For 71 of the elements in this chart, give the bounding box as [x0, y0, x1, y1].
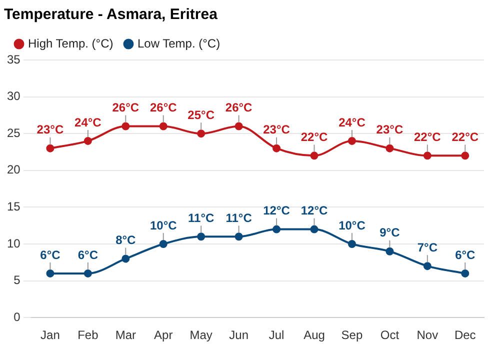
- y-tick-label: 20: [6, 162, 21, 177]
- point: [122, 254, 130, 263]
- point: [197, 232, 206, 241]
- y-tick-label: 10: [6, 236, 21, 250]
- data-label: 26°C: [225, 100, 253, 115]
- x-tick-label: Jun: [229, 328, 248, 342]
- data-label: 23°C: [263, 122, 290, 137]
- legend-label: Low Temp. (°C): [137, 36, 220, 50]
- point: [272, 225, 281, 234]
- point: [46, 269, 54, 278]
- x-tick-label: Dec: [454, 328, 476, 342]
- x-tick-label: Apr: [154, 328, 173, 342]
- legend-label: High Temp. (°C): [28, 36, 114, 50]
- data-label: 22°C: [452, 130, 479, 144]
- data-label: 12°C: [263, 204, 290, 218]
- y-tick-label: 5: [14, 273, 21, 288]
- data-label: 11°C: [188, 210, 214, 225]
- x-tick-label: Oct: [380, 328, 400, 342]
- x-tick-label: Feb: [78, 328, 99, 342]
- data-label: 6°C: [455, 248, 476, 262]
- data-label: 9°C: [380, 226, 400, 240]
- data-label: 10°C: [338, 218, 366, 232]
- x-tick-label: Nov: [416, 328, 438, 342]
- point: [159, 122, 168, 130]
- point: [423, 152, 432, 160]
- data-label: 8°C: [116, 233, 136, 248]
- x-tick-label: Mar: [115, 328, 136, 342]
- point: [234, 232, 243, 241]
- x-tick-label: Aug: [304, 328, 325, 342]
- data-label: 25°C: [188, 108, 215, 122]
- y-tick-label: 0: [14, 310, 21, 324]
- data-label: 12°C: [300, 204, 328, 218]
- point: [461, 152, 470, 160]
- point: [348, 136, 356, 145]
- data-label: 10°C: [150, 218, 178, 232]
- x-tick-label: Jul: [268, 328, 284, 342]
- point: [348, 240, 356, 248]
- data-label: 6°C: [40, 248, 61, 262]
- x-tick-label: Sep: [341, 328, 363, 342]
- data-label: 22°C: [414, 130, 442, 144]
- chart-title: Temperature - Asmara, Eritrea: [4, 6, 218, 24]
- point: [310, 225, 318, 234]
- data-label: 6°C: [78, 248, 98, 262]
- data-label: 11°C: [226, 210, 252, 225]
- data-label: 23°C: [36, 122, 64, 137]
- point: [386, 247, 394, 256]
- point: [84, 136, 92, 145]
- point: [46, 144, 54, 152]
- x-tick-label: May: [190, 328, 212, 342]
- point: [386, 144, 394, 152]
- y-tick-label: 25: [6, 126, 21, 140]
- point: [197, 130, 206, 138]
- point: [423, 262, 432, 270]
- data-label: 26°C: [112, 100, 140, 115]
- point: [310, 152, 318, 160]
- data-label: 7°C: [417, 240, 438, 254]
- x-tick-label: Jan: [40, 328, 60, 342]
- data-label: 26°C: [150, 100, 178, 115]
- point: [159, 240, 168, 248]
- point: [234, 122, 243, 130]
- data-label: 22°C: [300, 130, 328, 144]
- point: [84, 269, 92, 278]
- y-tick-label: 30: [6, 89, 21, 104]
- y-tick-label: 15: [6, 200, 21, 214]
- data-label: 24°C: [338, 115, 366, 130]
- data-label: 24°C: [74, 115, 102, 130]
- y-tick-label: 35: [6, 52, 21, 66]
- data-label: 23°C: [376, 122, 404, 137]
- point: [122, 122, 130, 130]
- point: [272, 144, 281, 152]
- point: [461, 269, 470, 278]
